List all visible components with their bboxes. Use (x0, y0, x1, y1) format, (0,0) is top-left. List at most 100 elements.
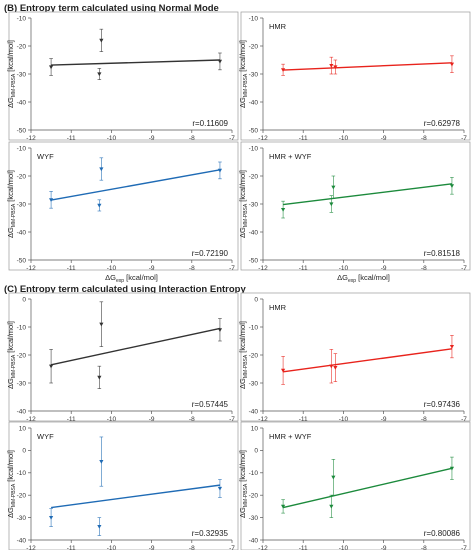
y-tick-label: -50 (17, 127, 27, 134)
x-tick-label: -7 (461, 265, 467, 272)
data-point (281, 368, 286, 373)
data-point (281, 504, 286, 509)
x-tick-label: -11 (299, 416, 308, 423)
r-value: r=0.80086 (424, 529, 461, 538)
y-tick-label: 10 (251, 425, 259, 432)
fit-line (283, 348, 453, 373)
chart-panels: -10-20-30-40-50-12 -11 -10 -9 -8 -7r=0.11609Δ… (6, 11, 471, 550)
y-tick-label: -50 (17, 257, 27, 264)
x-tick-label: -7 (461, 545, 467, 550)
x-tick-label: -10 (339, 545, 349, 550)
y-tick-label: -40 (17, 229, 27, 236)
x-tick-label: -12 (26, 545, 36, 550)
y-tick-label: -20 (249, 173, 259, 180)
fit-line (283, 62, 452, 71)
section-title-normal-mode: (B) Entropy term calculated using Normal… (4, 3, 219, 14)
y-axis-label: ΔGMM-PBSA [kcal/mol] (238, 40, 249, 108)
x-tick-label: -8 (189, 135, 195, 142)
chart-panel-4: -10 -20 -30 -40 -50-12 -11 -10 -9 -8 -7 HMR + WYF r… (238, 141, 471, 284)
y-tick-label: -50 (249, 127, 259, 134)
data-point (331, 185, 336, 190)
y-tick-label: -50 (249, 257, 259, 264)
data-point (49, 65, 54, 70)
data-point (99, 322, 104, 327)
x-tick-label: -8 (421, 265, 427, 272)
panel-label: HMR (269, 303, 287, 312)
data-point (329, 202, 334, 207)
x-tick-label: -8 (189, 416, 195, 423)
y-tick-label: -20 (17, 43, 27, 50)
fit-line (283, 183, 453, 206)
y-tick-label: -20 (249, 43, 259, 50)
data-point (331, 475, 336, 480)
chart-panel-1: -10 -20 -30 -40 -50-12 -11 -10 -9 -8 -7r=0.11609 Δ… (6, 11, 239, 142)
y-tick-label: -40 (249, 408, 259, 415)
y-tick-label: -30 (249, 201, 259, 208)
y-tick-label: -30 (17, 71, 27, 78)
r-value: r=0.97436 (424, 400, 461, 409)
chart-panel-5: 0 -10 -20 -30 -40-12 -11 -10 -9 -8 -7r=0.57445 ΔGM… (6, 292, 239, 423)
fit-line (51, 484, 221, 509)
x-tick-label: -7 (229, 545, 235, 550)
x-tick-label: -12 (258, 416, 268, 423)
y-tick-label: 0 (22, 296, 26, 303)
y-tick-label: -10 (17, 15, 27, 22)
panel-label: HMR + WYF (269, 152, 312, 161)
r-value: r=0.57445 (192, 400, 229, 409)
x-tick-label: -10 (339, 135, 349, 142)
y-tick-label: -20 (17, 493, 27, 500)
data-point (99, 460, 104, 464)
y-tick-label: -40 (249, 229, 259, 236)
y-tick-label: -30 (249, 71, 259, 78)
data-point (99, 38, 104, 43)
data-point (329, 364, 334, 369)
panel-frame (240, 141, 471, 271)
x-tick-label: -11 (299, 545, 308, 550)
data-point (97, 524, 102, 529)
y-tick-label: -40 (17, 537, 27, 544)
data-point (449, 345, 455, 349)
y-tick-label: -30 (249, 515, 259, 522)
panel-label: WYF (37, 432, 54, 441)
y-tick-label: -40 (249, 537, 259, 544)
data-point (49, 516, 54, 520)
y-tick-label: -20 (249, 352, 259, 359)
y-tick-label: -40 (17, 408, 27, 415)
x-tick-label: -10 (107, 135, 117, 142)
y-axis-label: ΔGMM-PBSA [kcal/mol] (238, 170, 249, 238)
panel-frame (8, 11, 239, 141)
data-point (217, 168, 223, 173)
y-tick-label: -30 (17, 201, 27, 208)
x-tick-label: -12 (26, 265, 36, 272)
data-point (281, 208, 286, 212)
x-tick-label: -7 (461, 135, 467, 142)
data-point (333, 366, 338, 370)
x-tick-label: -9 (381, 265, 387, 272)
x-tick-label: -11 (299, 135, 308, 142)
data-point (333, 65, 338, 70)
y-tick-label: -10 (17, 470, 27, 477)
x-tick-label: -12 (26, 416, 36, 423)
data-point (329, 64, 334, 68)
y-tick-label: -30 (17, 515, 27, 522)
x-tick-label: -9 (149, 545, 155, 550)
x-tick-label: -9 (149, 265, 155, 272)
chart-panel-3: -10 -20 -30 -40 -50-12 -11 -10 -9 -8 -7 WYF r=0.721… (6, 141, 239, 284)
x-tick-label: -12 (258, 265, 268, 272)
x-tick-label: -10 (107, 416, 117, 423)
panel-label: HMR (269, 22, 287, 31)
y-axis-label: ΔGMM-PBSA [kcal/mol] (238, 321, 249, 389)
chart-panel-6: 0 -10 -20 -30 -40-12 -11 -10 -9 -8 -7 HMR r=0.97436… (238, 292, 471, 423)
x-tick-label: -9 (149, 135, 155, 142)
data-point (97, 375, 102, 380)
data-point (449, 62, 455, 67)
x-tick-label: -7 (461, 416, 467, 423)
data-point (217, 59, 223, 64)
fit-line (282, 467, 453, 509)
y-tick-label: -20 (17, 352, 27, 359)
x-tick-label: -7 (229, 416, 235, 423)
fit-line (50, 327, 221, 366)
panel-label: WYF (37, 152, 54, 161)
x-tick-label: -11 (299, 265, 308, 272)
